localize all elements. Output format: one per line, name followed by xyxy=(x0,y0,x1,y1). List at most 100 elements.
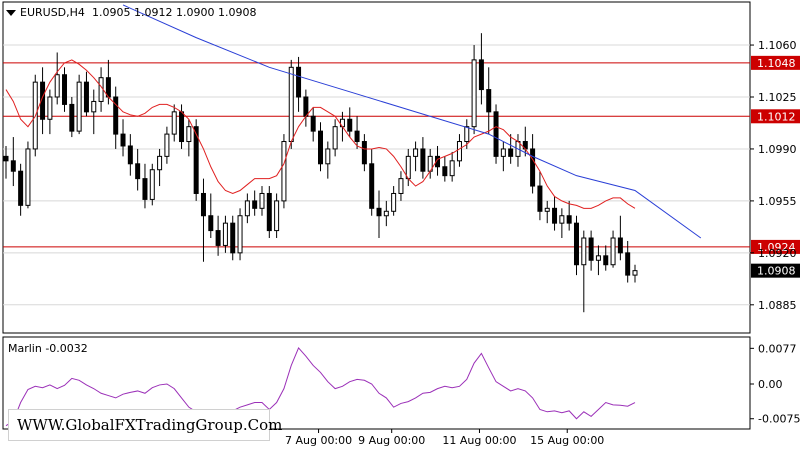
candle-body xyxy=(266,192,272,232)
candle-body xyxy=(632,270,638,276)
candle-body xyxy=(193,126,199,194)
candle-body xyxy=(478,59,484,91)
time-tick-label: 9 Aug 00:00 xyxy=(358,434,425,447)
dropdown-triangle-icon[interactable] xyxy=(6,10,16,16)
candle-body xyxy=(303,96,309,117)
marlin-tick-label: 0.00 xyxy=(758,378,783,391)
candle-body xyxy=(325,148,331,165)
candle-body xyxy=(208,215,214,232)
candle-body xyxy=(603,255,609,266)
candle-body xyxy=(581,237,587,266)
candle-body xyxy=(274,200,280,232)
candle-body xyxy=(537,185,543,212)
level-tag xyxy=(751,109,800,124)
current-price-label: 1.0908 xyxy=(757,265,796,278)
candle-body xyxy=(559,215,565,224)
candle-body xyxy=(508,148,514,157)
candle-body xyxy=(25,148,31,206)
candle-body xyxy=(486,89,492,113)
candle-body xyxy=(413,148,419,157)
candle-body xyxy=(617,237,623,254)
marlin-title: Marlin -0.0032 xyxy=(8,342,88,355)
candle-body xyxy=(105,77,111,98)
current-price-tag xyxy=(751,263,800,278)
candle-body xyxy=(530,148,536,187)
candle-body xyxy=(552,207,558,224)
moving-averages xyxy=(5,4,702,239)
time-axis: 7 Aug 00:00 9 Aug 00:00 11 Aug 00:00 15 Aug… xyxy=(285,429,604,447)
candle-body xyxy=(610,237,616,266)
level-tag-label: 1.1048 xyxy=(757,57,796,70)
candle-body xyxy=(369,163,375,209)
candle-body xyxy=(566,215,572,224)
candle-body xyxy=(91,100,97,113)
time-tick-label: 15 Aug 00:00 xyxy=(530,434,604,447)
candle-body xyxy=(18,170,24,206)
candle-body xyxy=(544,207,550,212)
candle-body xyxy=(405,155,411,180)
candle-body xyxy=(376,207,382,217)
candle-body xyxy=(288,66,294,143)
candle-body xyxy=(318,130,323,165)
candle-body xyxy=(120,133,126,147)
candle-body xyxy=(62,74,68,105)
price-tick-label: 1.0990 xyxy=(758,143,797,156)
candle-body xyxy=(179,111,185,143)
candle-body xyxy=(281,141,287,202)
candle-body xyxy=(339,118,345,128)
price-tick-label: 1.0885 xyxy=(758,299,797,312)
candle-body xyxy=(10,160,16,172)
marlin-tick-label: -0.0075 xyxy=(758,413,800,426)
ma-red-line xyxy=(5,59,636,209)
candle-body xyxy=(54,74,60,98)
time-tick-label: 11 Aug 00:00 xyxy=(442,434,516,447)
level-tag xyxy=(751,239,800,254)
candle-body xyxy=(361,141,367,165)
candle-body xyxy=(383,210,389,217)
candle-body xyxy=(332,126,338,150)
time-tick-label: 7 Aug 00:00 xyxy=(285,434,352,447)
price-tick-label: 1.0955 xyxy=(758,195,797,208)
candle-body xyxy=(588,237,594,261)
candle-body xyxy=(47,96,53,120)
candle-body xyxy=(135,163,141,180)
candle-body xyxy=(127,145,133,165)
candle-body xyxy=(456,141,462,162)
ohlc-label: 1.0905 1.0912 1.0900 1.0908 xyxy=(92,6,256,19)
candle-body xyxy=(398,178,404,194)
symbol-label: EURUSD,H4 xyxy=(20,6,85,19)
candle-body xyxy=(142,178,148,200)
candle-body xyxy=(69,103,75,132)
price-tick-label: 1.1060 xyxy=(758,39,797,52)
candle-body xyxy=(113,96,119,135)
price-panel xyxy=(2,1,751,334)
level-lines: 1.1048 1.1012 1.0924 1.0908 xyxy=(3,55,800,278)
candle-body xyxy=(296,66,302,98)
candle-body xyxy=(98,77,104,102)
candle-body xyxy=(164,133,170,157)
candle-body xyxy=(230,222,236,254)
price-tick-label: 1.1025 xyxy=(758,91,797,104)
ma-blue-line xyxy=(122,4,702,239)
candle-body xyxy=(310,115,316,132)
candle-body xyxy=(595,255,601,261)
candle-body xyxy=(573,222,579,266)
price-axis: 1.1060 1.1025 1.0990 1.0955 1.0920 1.0885 0.00… xyxy=(750,39,800,426)
candle-body xyxy=(149,169,155,200)
level-tag xyxy=(751,55,800,70)
marlin-series xyxy=(5,346,636,427)
marlin-line xyxy=(5,346,636,427)
level-tag-label: 1.0924 xyxy=(757,241,796,254)
candle-body xyxy=(83,81,89,113)
level-tag-label: 1.1012 xyxy=(757,110,796,123)
candle-body xyxy=(493,111,499,157)
candle-body xyxy=(500,148,506,157)
candle-body xyxy=(222,222,228,246)
candle-body xyxy=(76,81,82,132)
candle-body xyxy=(259,192,265,209)
candle-body xyxy=(3,155,9,162)
candle-body xyxy=(171,111,177,135)
candle-body xyxy=(347,118,353,132)
candle-body xyxy=(157,155,163,171)
